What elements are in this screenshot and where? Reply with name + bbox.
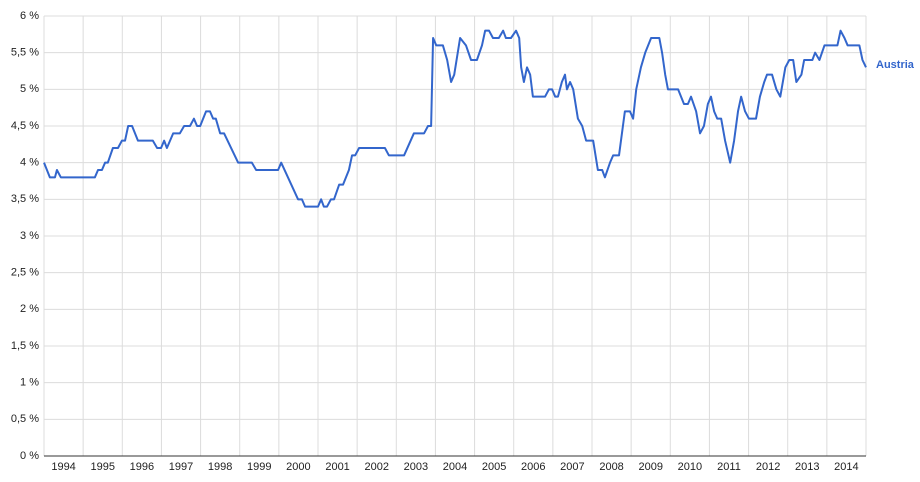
x-tick-label: 2014 <box>834 461 858 473</box>
data-line <box>43 29 867 208</box>
x-tick-label: 2009 <box>638 461 662 473</box>
x-tick-label: 1998 <box>208 461 232 473</box>
x-tick-label: 2001 <box>325 461 349 473</box>
x-tick-label: 1996 <box>130 461 154 473</box>
x-tick-label: 1995 <box>90 461 114 473</box>
y-tick-label: 2 % <box>20 303 39 315</box>
x-tick-label: 2013 <box>795 461 819 473</box>
x-tick-label: 1999 <box>247 461 271 473</box>
y-tick-label: 3,5 % <box>11 193 39 205</box>
x-tick-label: 2003 <box>404 461 428 473</box>
y-tick-label: 1,5 % <box>11 340 39 352</box>
x-tick-label: 2002 <box>364 461 388 473</box>
y-tick-label: 5,5 % <box>11 47 39 59</box>
x-tick-label: 2005 <box>482 461 506 473</box>
x-tick-label: 2012 <box>756 461 780 473</box>
x-tick-label: 1994 <box>51 461 75 473</box>
y-tick-label: 4,5 % <box>11 120 39 132</box>
y-tick-label: 0 % <box>20 450 39 462</box>
y-tick-label: 0,5 % <box>11 413 39 425</box>
x-tick-label: 1997 <box>169 461 193 473</box>
y-tick-label: 6 % <box>20 10 39 22</box>
x-tick-label: 2008 <box>599 461 623 473</box>
y-tick-label: 5 % <box>20 83 39 95</box>
y-tick-label: 4 % <box>20 157 39 169</box>
x-tick-label: 2007 <box>560 461 584 473</box>
x-tick-label: 2011 <box>717 461 741 473</box>
x-tick-label: 2006 <box>521 461 545 473</box>
legend-label: Austria <box>876 59 915 71</box>
x-tick-label: 2004 <box>443 461 467 473</box>
y-tick-label: 1 % <box>20 377 39 389</box>
x-tick-label: 2010 <box>678 461 702 473</box>
x-tick-label: 2000 <box>286 461 310 473</box>
y-tick-label: 2,5 % <box>11 267 39 279</box>
y-tick-label: 3 % <box>20 230 39 242</box>
